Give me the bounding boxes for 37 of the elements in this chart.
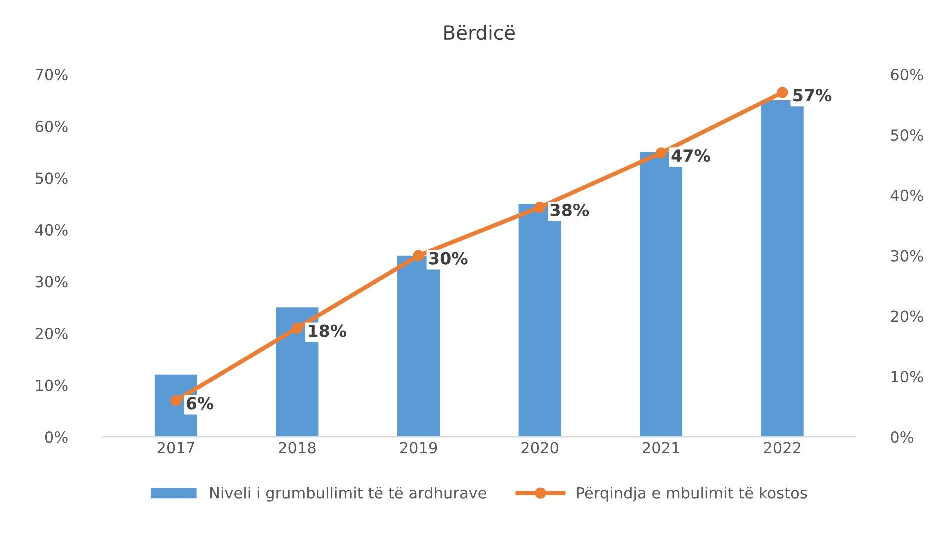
point	[292, 322, 304, 334]
y-tick-label: 40%	[35, 224, 68, 236]
data-label: 6%	[186, 397, 214, 410]
x-tick-label: 2021	[643, 442, 680, 454]
y2-tick-label: 30%	[891, 250, 924, 262]
point	[656, 148, 667, 159]
data-label: 47%	[672, 150, 710, 162]
y-tick-label: 60%	[36, 120, 68, 132]
bar	[761, 100, 804, 438]
x-tick-label: 2017	[158, 442, 194, 454]
y2-tick-label: 10%	[892, 371, 924, 383]
y-tick-label: 50%	[36, 172, 68, 184]
chart-title: Bërdicë	[444, 25, 516, 40]
legend-label: Niveli i grumbullimit të të ardhurave	[210, 487, 486, 502]
x-tick-label: 2020	[522, 442, 558, 454]
x-tick-label: 2022	[764, 442, 801, 454]
point	[777, 87, 788, 98]
y-tick-label: 70%	[36, 69, 68, 81]
data-label: 38%	[550, 204, 590, 217]
y-tick-label: 20%	[36, 328, 68, 340]
x-tick-label: 2018	[279, 442, 316, 454]
legend-label: Përqindja e mbulimit të kostos	[577, 487, 808, 502]
y2-tick-label: 40%	[890, 190, 924, 202]
data-label: 18%	[309, 324, 347, 338]
data-label: 57%	[794, 89, 832, 102]
x-tick-label: 2019	[400, 442, 438, 454]
y2-tick-label: 20%	[891, 310, 924, 322]
point	[170, 395, 182, 406]
y2-tick-label: 50%	[891, 129, 924, 142]
data-label: 30%	[430, 252, 468, 265]
y-tick-label: 10%	[36, 380, 68, 392]
y-tick-label: 30%	[36, 276, 68, 288]
y-tick-label: 0%	[45, 432, 68, 444]
point	[413, 250, 424, 262]
y2-tick-label: 0%	[891, 432, 914, 444]
point	[534, 202, 546, 214]
y2-tick-label: 60%	[891, 69, 924, 81]
